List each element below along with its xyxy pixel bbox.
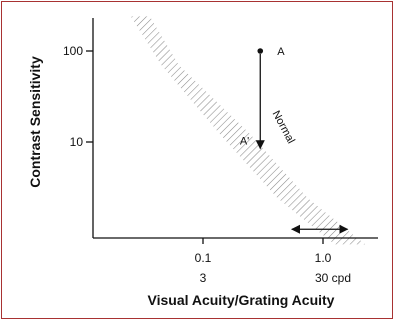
y-tick-label: 10 <box>70 135 84 149</box>
x-axis-title: Visual Acuity/Grating Acuity <box>148 292 335 308</box>
figure-frame <box>1 1 393 319</box>
y-tick-label: 100 <box>63 44 83 58</box>
point-a-marker <box>257 48 264 54</box>
normal-band <box>130 16 366 245</box>
x-tick-label: 1.0 <box>315 251 332 265</box>
point-a-prime-label: A' <box>240 135 249 147</box>
x-tick-sublabel: 30 cpd <box>315 271 351 285</box>
x-tick-label: 0.1 <box>195 251 212 265</box>
x-tick-sublabel: 3 <box>200 271 207 285</box>
y-axis-title: Contrast Sensitivity <box>27 56 43 188</box>
point-a-label: A <box>277 46 285 58</box>
